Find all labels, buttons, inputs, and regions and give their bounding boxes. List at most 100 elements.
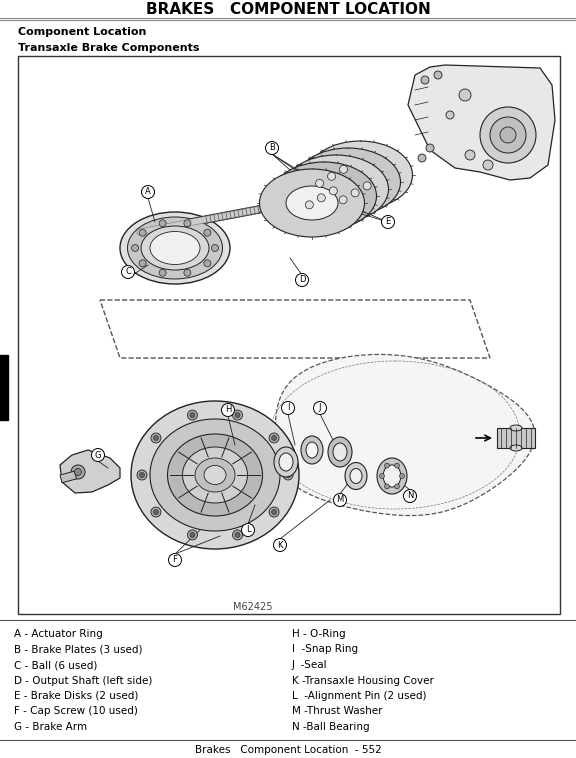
Circle shape [269,433,279,443]
Circle shape [184,269,191,276]
Circle shape [395,463,400,468]
Circle shape [190,412,195,418]
Text: L  -Alignment Pin (2 used): L -Alignment Pin (2 used) [292,691,426,701]
Circle shape [151,433,161,443]
Text: E: E [385,218,391,227]
Circle shape [204,229,211,236]
Text: N -Ball Bearing: N -Ball Bearing [292,722,370,732]
Text: D - Output Shaft (left side): D - Output Shaft (left side) [14,675,153,685]
Circle shape [169,553,181,566]
Polygon shape [408,65,555,180]
Circle shape [266,142,279,155]
Text: Transaxle Brake Components: Transaxle Brake Components [18,43,199,53]
Ellipse shape [334,158,386,192]
Bar [0,355,8,420]
Polygon shape [60,450,120,493]
Ellipse shape [260,169,365,237]
Text: Brakes   Component Location  - 552: Brakes Component Location - 552 [195,745,381,755]
Ellipse shape [131,401,299,549]
Text: C: C [125,268,131,277]
Circle shape [316,180,324,187]
Text: B - Brake Plates (3 used): B - Brake Plates (3 used) [14,644,142,654]
Circle shape [153,435,158,440]
Ellipse shape [328,437,352,467]
Circle shape [446,111,454,119]
Circle shape [235,532,240,537]
Text: F - Cap Screw (10 used): F - Cap Screw (10 used) [14,706,138,716]
Circle shape [137,470,147,480]
Circle shape [187,410,198,420]
Text: E - Brake Disks (2 used): E - Brake Disks (2 used) [14,691,138,701]
Circle shape [233,410,242,420]
Circle shape [500,127,516,143]
Text: C - Ball (6 used): C - Ball (6 used) [14,660,97,670]
Text: J  -Seal: J -Seal [292,660,328,670]
Text: Component Location: Component Location [18,27,146,37]
Ellipse shape [510,425,522,431]
Circle shape [283,470,293,480]
Circle shape [131,245,138,252]
Ellipse shape [183,447,248,503]
Ellipse shape [286,186,338,220]
Text: F: F [173,556,177,565]
Circle shape [153,509,158,515]
Polygon shape [275,355,535,515]
Circle shape [92,449,104,462]
Circle shape [271,435,276,440]
Circle shape [305,201,313,209]
Circle shape [465,150,475,160]
Text: J: J [319,403,321,412]
Text: G: G [94,450,101,459]
Circle shape [187,530,198,540]
Ellipse shape [120,212,230,284]
Ellipse shape [150,419,280,531]
Circle shape [380,474,385,478]
Circle shape [139,472,145,478]
Circle shape [122,265,135,278]
Ellipse shape [274,447,298,477]
Ellipse shape [333,443,347,461]
Circle shape [418,154,426,162]
Ellipse shape [306,442,318,458]
Circle shape [385,463,389,468]
Circle shape [139,260,146,267]
Text: L: L [246,525,251,534]
Circle shape [313,402,327,415]
Ellipse shape [279,453,293,471]
Text: K: K [277,540,283,550]
Ellipse shape [295,148,400,216]
Circle shape [421,76,429,84]
Text: A: A [145,187,151,196]
Circle shape [241,524,255,537]
Circle shape [142,186,154,199]
Circle shape [235,412,240,418]
Ellipse shape [350,468,362,484]
Circle shape [434,71,442,79]
Text: A - Actuator Ring: A - Actuator Ring [14,629,103,639]
Bar [18,56,560,614]
Text: I: I [287,403,289,412]
Circle shape [211,245,218,252]
Circle shape [269,507,279,517]
Circle shape [286,472,290,478]
Circle shape [400,474,404,478]
Circle shape [483,160,493,170]
Circle shape [404,490,416,503]
Ellipse shape [298,179,350,213]
Circle shape [184,220,191,227]
Circle shape [339,196,347,204]
Circle shape [395,484,400,489]
Text: N: N [407,491,413,500]
Circle shape [159,269,166,276]
Circle shape [426,144,434,152]
Ellipse shape [141,226,209,270]
Ellipse shape [301,436,323,464]
Circle shape [159,220,166,227]
Ellipse shape [283,155,388,223]
Text: H: H [225,406,231,415]
Circle shape [328,172,336,180]
Circle shape [334,493,347,506]
Circle shape [139,229,146,236]
Ellipse shape [310,172,362,206]
Text: D: D [299,275,305,284]
